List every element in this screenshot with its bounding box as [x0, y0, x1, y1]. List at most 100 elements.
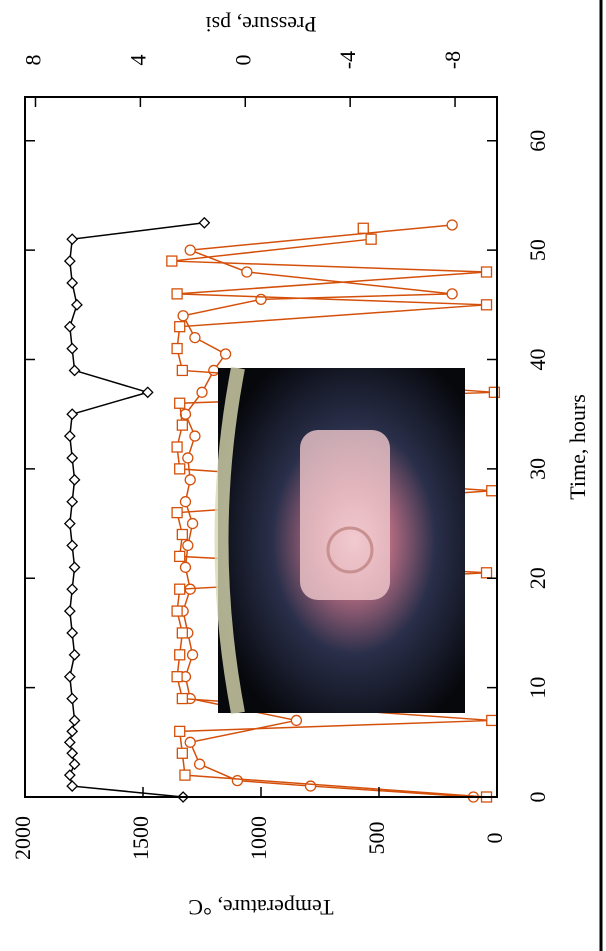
marker — [488, 386, 501, 398]
marker — [208, 364, 220, 377]
marker — [63, 769, 76, 782]
marker — [66, 725, 79, 738]
tick-label: 0 — [482, 833, 507, 844]
tick-label: 500 — [364, 822, 389, 855]
marker — [171, 288, 183, 300]
marker — [179, 561, 192, 573]
marker — [68, 714, 81, 727]
marker — [171, 506, 183, 519]
marker — [176, 528, 188, 541]
marker — [184, 474, 196, 486]
marker — [63, 736, 76, 749]
marker — [177, 310, 189, 322]
marker — [174, 321, 186, 333]
marker — [63, 320, 76, 333]
marker — [184, 736, 196, 748]
marker — [179, 496, 192, 508]
marker — [186, 517, 199, 530]
marker — [68, 364, 81, 377]
marker — [174, 397, 186, 409]
tick-label: 20 — [525, 567, 550, 589]
marker — [255, 293, 267, 305]
marker — [189, 430, 201, 442]
marker — [66, 277, 79, 289]
marker — [480, 567, 493, 579]
marker — [357, 222, 369, 234]
marker — [171, 441, 183, 453]
marker — [66, 408, 79, 421]
marker — [66, 583, 79, 596]
marker — [68, 648, 81, 661]
marker — [196, 386, 208, 398]
marker — [66, 495, 79, 508]
tick-label: 50 — [525, 239, 550, 261]
tick-label: 2000 — [10, 816, 35, 860]
marker — [176, 627, 188, 639]
marker — [480, 299, 493, 311]
marker — [68, 473, 81, 486]
marker — [174, 550, 186, 563]
marker — [141, 386, 154, 399]
marker — [66, 780, 79, 792]
tick-label: 1500 — [128, 816, 153, 860]
marker — [186, 649, 199, 661]
marker — [68, 561, 81, 574]
marker — [71, 298, 83, 311]
marker — [171, 671, 183, 683]
tick-label: 30 — [525, 458, 550, 480]
tick-label: -8 — [440, 51, 465, 69]
marker — [68, 758, 81, 771]
marker — [171, 342, 183, 355]
marker — [184, 244, 196, 256]
marker — [176, 419, 188, 431]
marker — [446, 219, 458, 231]
tick-label: 1000 — [246, 816, 271, 860]
marker — [174, 725, 186, 738]
marker — [198, 216, 211, 229]
x-axis-title: Time, hours — [565, 394, 590, 500]
marker — [174, 583, 186, 595]
marker — [182, 452, 194, 464]
inset-photo — [214, 366, 465, 715]
marker — [241, 266, 253, 278]
tick-label: 8 — [21, 55, 46, 66]
marker — [446, 288, 458, 300]
marker — [166, 255, 178, 267]
marker — [174, 649, 186, 661]
marker — [176, 364, 188, 377]
tick-label: -4 — [335, 51, 360, 69]
marker — [182, 539, 194, 552]
marker — [486, 714, 498, 727]
marker — [63, 670, 76, 683]
series-line — [69, 222, 205, 798]
marker — [304, 780, 317, 792]
marker — [176, 692, 188, 705]
marker — [365, 233, 377, 245]
marker — [486, 485, 498, 497]
marker — [66, 452, 79, 464]
y-axis-title: Temperature, °C — [188, 895, 333, 920]
marker — [66, 747, 79, 760]
marker — [63, 255, 76, 267]
marker — [63, 605, 76, 617]
marker — [480, 266, 493, 278]
tick-label: 60 — [525, 130, 550, 152]
tick-label: 4 — [125, 55, 150, 66]
tick-label: 0 — [525, 792, 550, 803]
marker — [219, 348, 232, 360]
marker — [171, 605, 183, 617]
tick-label: 0 — [230, 55, 255, 66]
marker — [63, 430, 76, 442]
tick-label: 40 — [525, 349, 550, 371]
marker — [63, 517, 76, 530]
marker — [189, 331, 201, 344]
marker — [231, 774, 244, 787]
marker — [66, 692, 79, 705]
marker — [66, 233, 79, 246]
marker — [66, 539, 79, 552]
y2-axis-title: Pressure, psi — [205, 12, 316, 37]
marker — [179, 769, 191, 781]
marker — [290, 714, 303, 727]
